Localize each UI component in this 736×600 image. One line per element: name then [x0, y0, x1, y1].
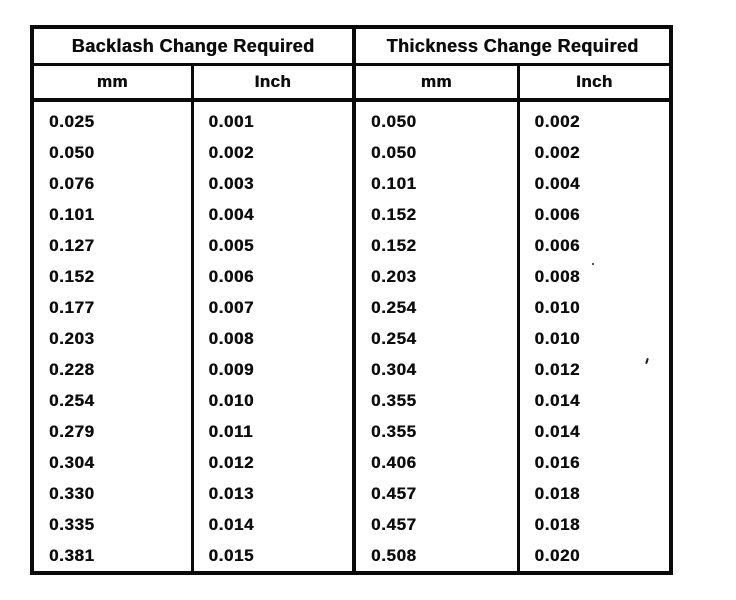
cell-thickness-mm: 0.050	[354, 100, 520, 137]
scan-noise	[592, 263, 594, 265]
cell-backlash-inch: 0.005	[192, 230, 357, 261]
subheader-thickness-mm: mm	[354, 64, 520, 102]
cell-backlash-inch: 0.002	[192, 137, 357, 168]
cell-thickness-mm: 0.254	[354, 323, 520, 354]
cell-thickness-inch: 0.014	[534, 421, 581, 441]
cell-thickness-inch: 0.010	[534, 297, 581, 317]
table-row: 0.203 0.008 0.254 0.010	[32, 323, 671, 354]
cell-thickness-inch: 0.012	[534, 359, 581, 379]
cell-backlash-inch: 0.012	[192, 447, 357, 478]
cell-thickness-inch: 0.008	[534, 266, 581, 286]
cell-backlash-mm: 0.279	[32, 416, 194, 447]
cell-thickness-mm: 0.203	[354, 261, 520, 292]
cell-thickness-inch: 0.004	[534, 173, 581, 193]
cell-backlash-inch: 0.003	[192, 168, 357, 199]
table-row: 0.050 0.002 0.050 0.002	[32, 137, 671, 168]
table-body: 0.025 0.001 0.050 0.002 0.050 0.002 0.05…	[32, 100, 671, 573]
cell-thickness-inch: 0.016	[534, 452, 581, 472]
cell-backlash-mm: 0.101	[32, 199, 194, 230]
cell-backlash-inch: 0.001	[192, 100, 357, 137]
cell-backlash-mm: 0.177	[32, 292, 194, 323]
table-row: 0.228 0.009 0.304 0.012	[32, 354, 671, 385]
cell-backlash-mm: 0.381	[32, 540, 194, 573]
subheader-thickness-inch: Inch	[518, 64, 672, 102]
cell-backlash-mm: 0.025	[32, 100, 194, 137]
table-row: 0.025 0.001 0.050 0.002	[32, 100, 671, 137]
cell-backlash-inch: 0.013	[192, 478, 357, 509]
subheader-backlash-mm: mm	[32, 64, 194, 102]
cell-thickness-mm: 0.457	[354, 509, 520, 540]
conversion-table: Backlash Change Required Thickness Chang…	[30, 25, 674, 575]
cell-thickness-inch: 0.010	[534, 328, 581, 348]
group-header-row: Backlash Change Required Thickness Chang…	[32, 27, 672, 66]
cell-thickness-inch: 0.014	[534, 390, 581, 410]
cell-thickness-mm: 0.406	[354, 447, 520, 478]
sub-header-row: mm Inch mm Inch	[32, 64, 672, 102]
cell-backlash-inch: 0.007	[192, 292, 357, 323]
cell-backlash-mm: 0.076	[32, 168, 194, 199]
cell-thickness-mm: 0.304	[354, 354, 520, 385]
cell-backlash-inch: 0.004	[192, 199, 357, 230]
table-row: 0.279 0.011 0.355 0.014	[32, 416, 671, 447]
cell-backlash-mm: 0.330	[32, 478, 194, 509]
cell-thickness-mm: 0.050	[354, 137, 520, 168]
table-row: 0.076 0.003 0.101 0.004	[32, 168, 671, 199]
cell-thickness-inch: 0.006	[534, 204, 581, 224]
cell-backlash-inch: 0.010	[192, 385, 357, 416]
cell-thickness-inch: 0.002	[534, 111, 581, 131]
table-row: 0.127 0.005 0.152 0.006	[32, 230, 671, 261]
table-row: 0.101 0.004 0.152 0.006	[32, 199, 671, 230]
group-header-thickness: Thickness Change Required	[354, 27, 672, 66]
cell-thickness-inch: 0.018	[534, 483, 581, 503]
cell-backlash-mm: 0.254	[32, 385, 194, 416]
cell-thickness-mm: 0.152	[354, 199, 520, 230]
cell-backlash-inch: 0.006	[192, 261, 357, 292]
cell-backlash-mm: 0.228	[32, 354, 194, 385]
cell-backlash-inch: 0.014	[192, 509, 357, 540]
cell-thickness-mm: 0.457	[354, 478, 520, 509]
table-row: 0.330 0.013 0.457 0.018	[32, 478, 671, 509]
cell-thickness-mm: 0.355	[354, 416, 520, 447]
group-header-backlash: Backlash Change Required	[32, 27, 357, 66]
cell-backlash-mm: 0.050	[32, 137, 194, 168]
subheader-backlash-inch: Inch	[192, 64, 357, 102]
cell-backlash-mm: 0.152	[32, 261, 194, 292]
table-row: 0.335 0.014 0.457 0.018	[32, 509, 671, 540]
cell-thickness-mm: 0.355	[354, 385, 520, 416]
cell-thickness-mm: 0.508	[354, 540, 520, 573]
cell-backlash-inch: 0.015	[192, 540, 357, 573]
cell-backlash-inch: 0.011	[192, 416, 357, 447]
cell-thickness-mm: 0.254	[354, 292, 520, 323]
cell-backlash-mm: 0.203	[32, 323, 194, 354]
table-row: 0.177 0.007 0.254 0.010	[32, 292, 671, 323]
cell-thickness-inch: 0.002	[534, 142, 581, 162]
cell-backlash-mm: 0.335	[32, 509, 194, 540]
table-row: 0.381 0.015 0.508 0.020	[32, 540, 671, 573]
cell-thickness-inch: 0.006	[534, 235, 581, 255]
cell-thickness-mm: 0.101	[354, 168, 520, 199]
table-row: 0.304 0.012 0.406 0.016	[32, 447, 671, 478]
cell-thickness-inch: 0.020	[534, 545, 581, 565]
cell-backlash-mm: 0.304	[32, 447, 194, 478]
cell-thickness-mm: 0.152	[354, 230, 520, 261]
cell-thickness-inch: 0.018	[534, 514, 581, 534]
table-row: 0.152 0.006 0.203 0.008	[32, 261, 671, 292]
table-row: 0.254 0.010 0.355 0.014	[32, 385, 671, 416]
cell-backlash-mm: 0.127	[32, 230, 194, 261]
cell-backlash-inch: 0.008	[192, 323, 357, 354]
cell-backlash-inch: 0.009	[192, 354, 357, 385]
